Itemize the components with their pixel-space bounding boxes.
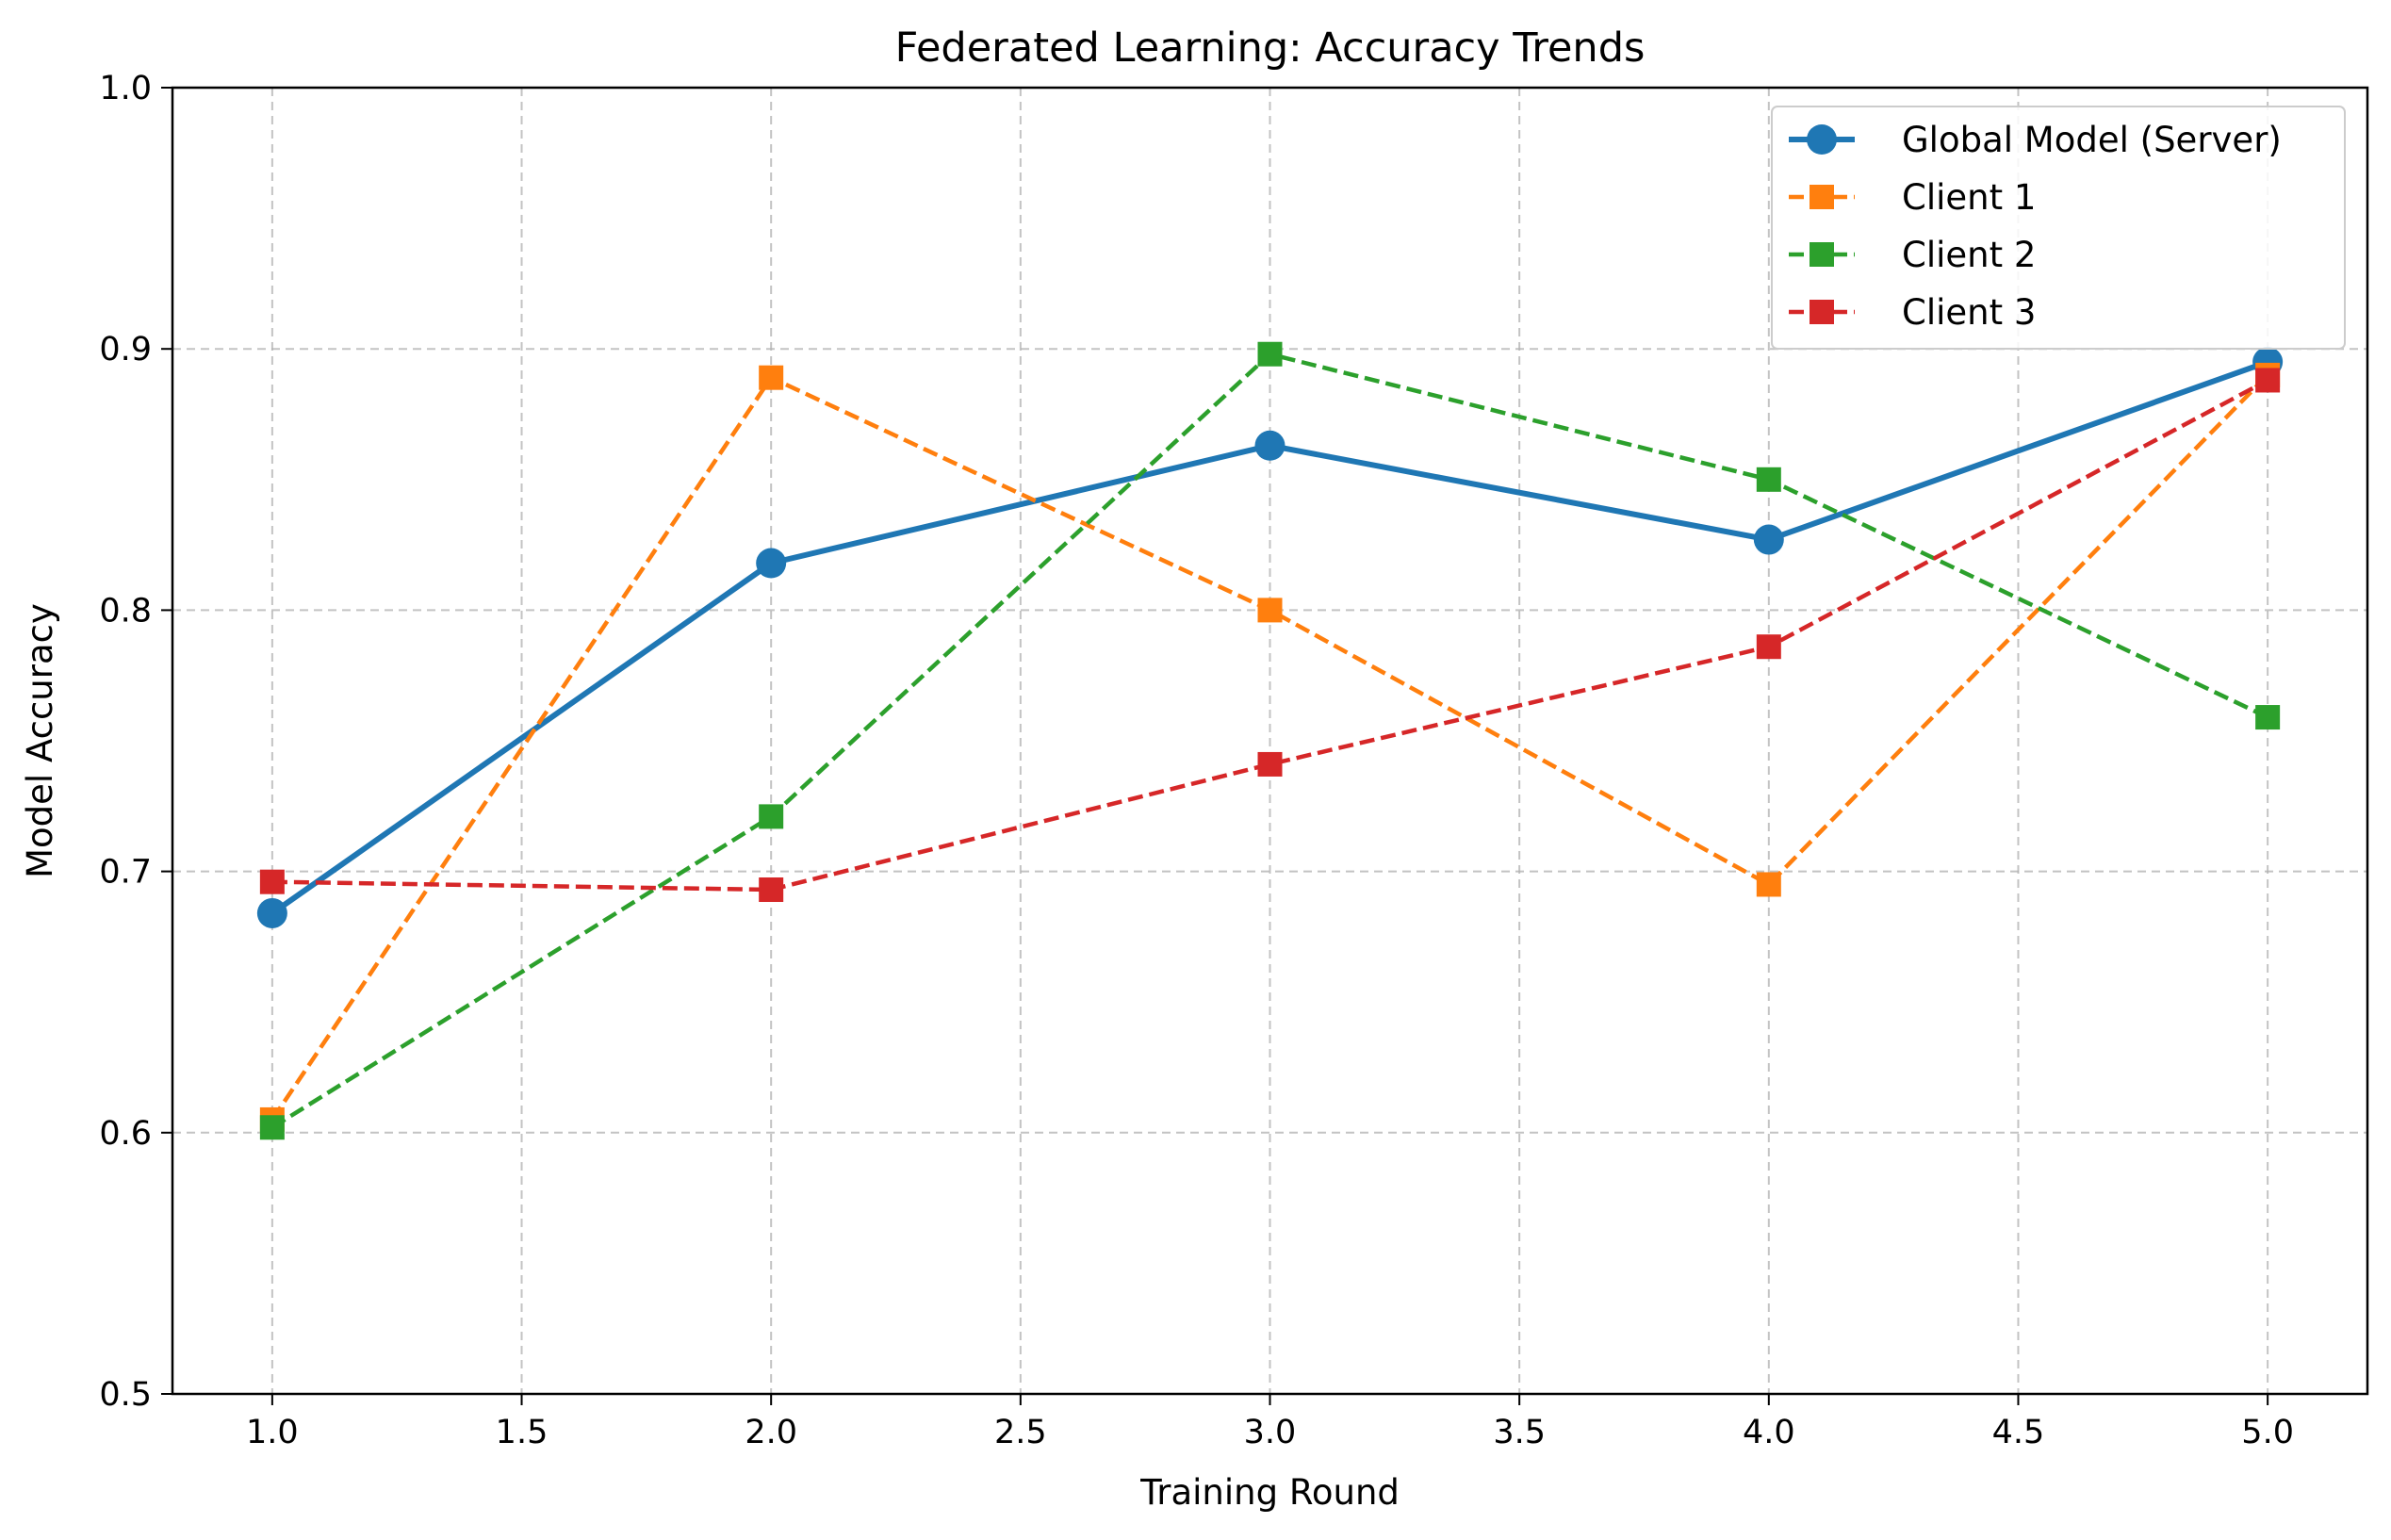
data-point [756,548,787,579]
chart-title: Federated Learning: Accuracy Trends [895,25,1646,72]
x-tick-label: 5.0 [2241,1414,2294,1451]
legend-marker [1807,124,1837,155]
x-tick-label: 1.0 [246,1414,299,1451]
legend-item: Client 1 [1789,177,2036,218]
data-point [759,804,784,829]
y-tick-label: 0.9 [99,331,152,369]
x-tick-label: 3.5 [1493,1414,1546,1451]
x-tick-label: 4.0 [1743,1414,1795,1451]
data-point [259,1115,285,1140]
series-layer [256,341,2284,1140]
x-tick-label: 1.5 [496,1414,549,1451]
legend-marker [1810,300,1834,324]
series-3 [259,341,2281,1140]
data-point [1756,467,1781,492]
legend-item: Client 3 [1789,292,2036,333]
legend-label: Global Model (Server) [1902,120,2282,160]
legend-item: Client 2 [1789,235,2036,275]
data-point [256,897,287,928]
legend-item: Global Model (Server) [1789,120,2282,160]
y-tick-label: 0.5 [99,1376,152,1414]
legend: Global Model (Server) Client 1 Client 2 Cli… [1771,106,2346,350]
data-point [1254,430,1286,461]
data-point [1753,524,1784,555]
data-point [1257,751,1283,777]
data-point [259,869,285,894]
data-point [2255,368,2281,393]
y-tick-label: 0.8 [99,592,152,630]
x-tick-label: 3.0 [1244,1414,1297,1451]
x-axis-label: Training Round [1139,1472,1400,1513]
data-point [759,877,784,903]
series-4 [259,368,2281,903]
series-line [271,378,2269,893]
legend-label: Client 3 [1902,292,2036,333]
series-1 [256,347,2284,928]
y-axis-label: Model Accuracy [20,603,60,878]
y-tick-label: 0.6 [99,1115,152,1153]
legend-marker [1810,185,1834,209]
data-point [759,365,784,390]
legend-box [1771,106,2346,350]
axis-ticks: 1.0 1.5 2.0 2.5 3.0 3.5 4.0 4.5 5.0 0.5 0.6 0.7 0.8 0… [99,70,2294,1451]
x-tick-label: 4.5 [1992,1414,2045,1451]
legend-label: Client 2 [1902,235,2036,275]
data-point [1756,872,1781,897]
x-tick-label: 2.0 [745,1414,797,1451]
legend-label: Client 1 [1902,177,2036,218]
data-point [1756,634,1781,660]
series-2 [259,362,2281,1132]
data-point [1257,341,1283,367]
y-tick-label: 1.0 [99,70,152,107]
x-tick-label: 2.5 [994,1414,1047,1451]
data-point [2255,705,2281,730]
y-tick-label: 0.7 [99,854,152,892]
data-point [1257,598,1283,623]
legend-marker [1810,242,1834,267]
